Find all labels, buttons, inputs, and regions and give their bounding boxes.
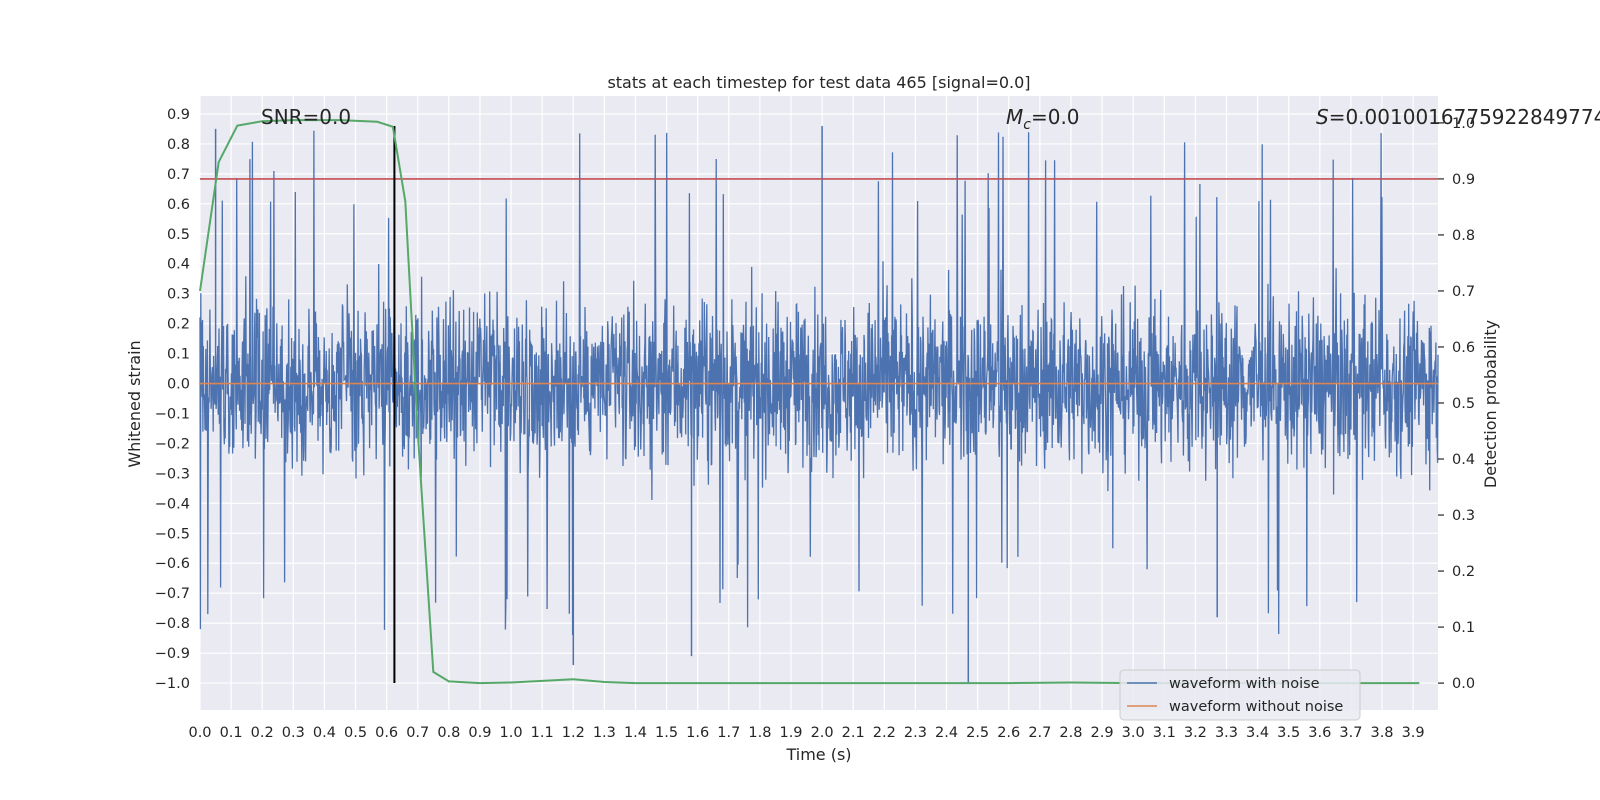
x-tick-labels: 0.0 0.1 0.2 0.3 0.4 0.5 0.6 0.7 0.8 0.9 1.0 1.1 1.2 1… [188,725,1424,741]
x-tick-label: 2.3 [904,725,927,741]
x-tick-label: 1.0 [500,725,523,741]
y2-tick-label: 0.0 [1452,676,1475,692]
x-tick-label: 3.8 [1370,725,1393,741]
y-tick-label: −0.6 [155,556,190,572]
x-tick-label: 0.8 [437,725,460,741]
x-tick-label: 3.4 [1246,725,1269,741]
y-tick-label: 0.1 [167,347,190,363]
y2-tick-labels: 1.0 0.9 0.8 0.7 0.6 0.5 0.4 0.3 0.2 0.1 0.0 [1438,116,1475,692]
y2-tick-label: 0.9 [1452,172,1475,188]
chirp-mass-annotation: Mc=0.0 [1006,105,1080,133]
x-tick-label: 0.5 [344,725,367,741]
x-tick-label: 3.9 [1402,725,1425,741]
mc-subscript: c [1023,117,1031,133]
noisy-waveform-line [199,130,1439,636]
x-tick-label: 2.5 [966,725,989,741]
x-tick-label: 0.4 [313,725,336,741]
x-tick-label: 3.5 [1277,725,1300,741]
x-tick-label: 3.7 [1339,725,1362,741]
snr-annotation: SNR=0.0 [261,105,351,129]
legend-label-noise: waveform with noise [1169,676,1320,692]
x-tick-label: 0.7 [406,725,429,741]
s-symbol: S [1316,105,1329,129]
y-tick-labels: 0.9 0.8 0.7 0.6 0.5 0.4 0.3 0.2 0.1 0.0 −0.1 −0.2 −0… [155,107,190,692]
y-tick-label: −0.8 [155,616,190,632]
x-tick-label: 2.7 [1028,725,1051,741]
x-tick-label: 3.3 [1215,725,1238,741]
x-tick-label: 3.6 [1308,725,1331,741]
x-tick-label: 0.1 [220,725,243,741]
y-tick-label: 0.5 [167,227,190,243]
grid [199,96,1438,710]
s-annotation: S=0.0010016775922849774 [1316,105,1600,129]
chart-title: stats at each timestep for test data 465… [607,73,1030,92]
x-tick-label: 0.2 [251,725,274,741]
x-axis-label: Time (s) [785,745,851,764]
y-tick-label: −0.5 [155,526,190,542]
x-tick-label: 2.0 [811,725,834,741]
y-tick-label: 0.7 [167,167,190,183]
x-tick-label: 1.2 [562,725,585,741]
x-tick-label: 3.1 [1153,725,1176,741]
y2-tick-label: 0.2 [1452,564,1475,580]
x-tick-label: 2.4 [935,725,958,741]
x-tick-label: 1.3 [593,725,616,741]
y2-tick-label: 0.3 [1452,508,1475,524]
x-tick-label: 0.9 [468,725,491,741]
noisy-waveform-spikes [214,126,1218,683]
y-tick-label: 0.2 [167,317,190,333]
y-axis-label: Whitened strain [125,340,144,467]
x-tick-label: 2.6 [997,725,1020,741]
x-tick-label: 0.3 [282,725,305,741]
legend-box [1119,669,1361,721]
y-tick-label: −0.2 [155,436,190,452]
y2-tick-label: 0.4 [1452,452,1475,468]
y-tick-label: −0.9 [155,646,190,662]
x-tick-label: 1.7 [717,725,740,741]
x-tick-label: 2.2 [873,725,896,741]
y2-tick-label: 0.5 [1452,396,1475,412]
y-tick-label: 0.8 [167,137,190,153]
x-tick-label: 2.1 [842,725,865,741]
y2-tick-label: 0.8 [1452,228,1475,244]
x-tick-label: 1.5 [655,725,678,741]
y-tick-label: 0.3 [167,287,190,303]
y-tick-label: −0.1 [155,406,190,422]
x-tick-label: 1.8 [748,725,771,741]
mc-value: =0.0 [1031,105,1080,129]
y2-tick-label: 0.7 [1452,284,1475,300]
y-tick-label: 0.0 [167,377,190,393]
x-tick-label: 1.1 [531,725,554,741]
x-tick-label: 2.9 [1091,725,1114,741]
y-tick-label: 0.4 [167,257,190,273]
y-tick-label: −1.0 [155,676,190,692]
x-tick-label: 1.6 [686,725,709,741]
noisy-waveform-series [199,126,1439,683]
legend: waveform with noise waveform without noi… [1119,669,1361,721]
y2-tick-label: 0.6 [1452,340,1475,356]
x-tick-label: 1.4 [624,725,647,741]
x-tick-label: 0.0 [188,725,211,741]
legend-label-clean: waveform without noise [1169,699,1343,715]
x-tick-label: 3.0 [1122,725,1145,741]
y2-tick-label: 0.1 [1452,620,1475,636]
mc-symbol: M [1006,105,1023,129]
x-tick-label: 1.9 [779,725,802,741]
y-tick-label: 0.9 [167,107,190,123]
y-tick-label: −0.4 [155,496,190,512]
x-tick-label: 0.6 [375,725,398,741]
y2-tick-label: 1.0 [1452,116,1475,132]
s-value: =0.0010016775922849774 [1329,105,1600,129]
y-tick-label: −0.3 [155,466,190,482]
y2-axis-label: Detection probability [1481,320,1500,488]
y-tick-label: −0.7 [155,586,190,602]
x-tick-label: 2.8 [1059,725,1082,741]
y-tick-label: 0.6 [167,197,190,213]
x-tick-label: 3.2 [1184,725,1207,741]
